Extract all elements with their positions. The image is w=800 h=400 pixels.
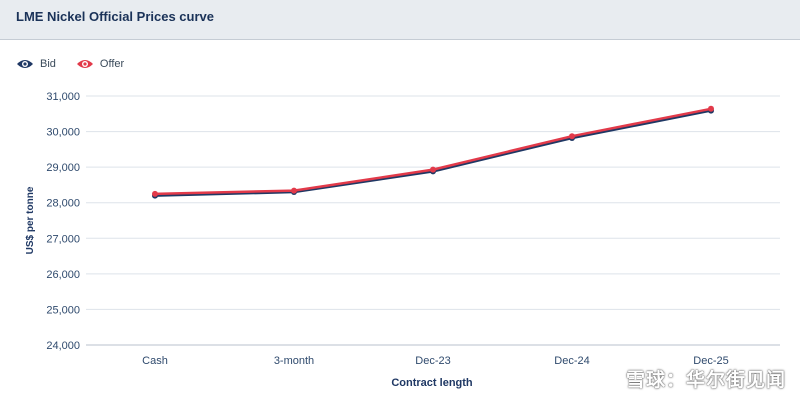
x-axis-title: Contract length bbox=[391, 377, 473, 389]
chart-title: LME Nickel Official Prices curve bbox=[16, 9, 214, 24]
watermark: 雪球：华尔街见闻 bbox=[625, 370, 786, 391]
y-tick-label: 25,000 bbox=[46, 304, 80, 316]
legend-item-offer[interactable]: Offer bbox=[76, 58, 124, 70]
y-tick-label: 31,000 bbox=[46, 91, 80, 103]
eye-icon bbox=[76, 60, 93, 68]
legend-item-bid[interactable]: Bid bbox=[16, 58, 56, 70]
y-tick-label: 29,000 bbox=[46, 162, 80, 174]
data-point-offer bbox=[569, 133, 575, 140]
y-axis-title: US$ per tonne bbox=[25, 186, 36, 254]
y-tick-label: 27,000 bbox=[46, 233, 80, 245]
x-tick-label: Dec-23 bbox=[415, 355, 450, 367]
data-point-offer bbox=[291, 187, 297, 194]
x-tick-label: Dec-25 bbox=[693, 355, 728, 367]
data-point-offer bbox=[430, 166, 436, 173]
series-line-offer bbox=[154, 107, 712, 196]
series-line-bid bbox=[154, 109, 712, 197]
y-tick-label: 28,000 bbox=[46, 198, 80, 210]
y-tick-label: 26,000 bbox=[46, 269, 80, 281]
x-tick-label: Dec-24 bbox=[554, 355, 589, 367]
legend-label-bid: Bid bbox=[40, 58, 56, 70]
y-tick-label: 24,000 bbox=[46, 340, 80, 352]
eye-icon bbox=[17, 60, 33, 68]
legend-label-offer: Offer bbox=[99, 58, 125, 70]
data-point-offer bbox=[152, 190, 158, 197]
data-point-offer bbox=[708, 105, 714, 112]
chart-legend: Bid Offer bbox=[16, 58, 144, 70]
chart-header: LME Nickel Official Prices curve bbox=[0, 0, 800, 40]
y-tick-label: 30,000 bbox=[46, 127, 80, 139]
x-tick-label: Cash bbox=[142, 355, 168, 367]
x-tick-label: 3-month bbox=[274, 355, 314, 367]
